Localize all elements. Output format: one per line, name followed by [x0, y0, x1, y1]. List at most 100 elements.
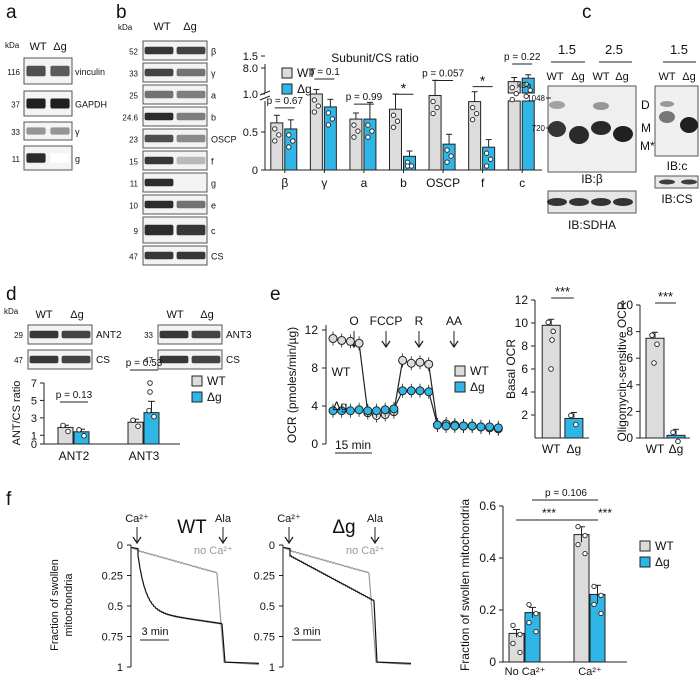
b-band-dg-9-band	[176, 251, 206, 260]
a-mw-2: 33	[11, 128, 20, 137]
c-sdha-band-3	[613, 198, 633, 206]
d-protein-0: ANT2	[96, 330, 122, 341]
e-point-Δg-3	[354, 405, 364, 415]
d-blot-frame-0	[27, 324, 93, 345]
b-band-dg-8-band	[176, 224, 206, 236]
f-point-WT-0-2	[510, 640, 516, 647]
b-protein-7: e	[211, 201, 216, 211]
b-pvalue-3: *	[401, 80, 407, 96]
b-point-Δg-2-2	[365, 134, 371, 140]
b-point-Δg-5-2	[483, 163, 490, 169]
f-dg-marker-ca-arrow-head	[284, 536, 294, 545]
e-oligo-point-1-0	[670, 429, 676, 436]
f-dg-y-tick-label-2: 0.5	[260, 601, 275, 613]
d-y-tick-label-1: 1	[31, 430, 37, 442]
c-group-1: 1.5	[558, 42, 576, 57]
f-dg-scalebar-label: 3 min	[294, 626, 321, 638]
d-mw-2: 33	[144, 331, 153, 340]
c-group-2: 2.5	[605, 42, 623, 57]
e-point-Δg-14	[450, 421, 460, 431]
b-point-Δg-3-2	[404, 163, 411, 169]
b-protein-4: OSCP	[211, 135, 237, 145]
a-band-wt-3-band	[26, 153, 46, 163]
e-basal-y-tick-label-3: 8	[521, 339, 528, 353]
a-mw-0: 116	[7, 68, 20, 77]
f-bar-legend-label-1: Δg	[655, 555, 670, 569]
c-smear-1b	[549, 101, 565, 109]
b-pvalue-4: p = 0.057	[422, 69, 464, 80]
b-band-dg-2-band	[176, 90, 206, 99]
d-band-wt-2	[159, 330, 189, 339]
a-band-wt-1	[26, 98, 46, 109]
e-oligo-y-tick-label-2: 4	[626, 378, 633, 392]
e-scalebar-label: 15 min	[335, 438, 371, 452]
a-band-dg-3-band	[50, 153, 70, 163]
f-point-WT-1-1	[582, 532, 588, 539]
b-point-WT-0-0	[272, 126, 278, 132]
a-band-dg-2-band	[50, 127, 70, 135]
b-point-Δg-4-0	[444, 147, 450, 153]
c-lane-4: WT	[658, 71, 675, 83]
f-point-WT-1-3	[582, 550, 588, 557]
e-point-Δg-5	[372, 406, 381, 416]
e-point-Δg-8	[398, 386, 408, 396]
b-point-WT-5-1	[473, 110, 480, 117]
d-band-dg-3-band	[191, 355, 221, 364]
d-pvalue-0: p = 0.13	[56, 390, 93, 401]
d-band-dg-2	[191, 330, 221, 339]
f-bar-pvalue-2: p = 0.106	[545, 488, 587, 499]
e-oligo-y-tick-label-0: 0	[626, 431, 633, 445]
d-band-wt-0	[29, 330, 59, 339]
e-basal-y-tick-label-4: 10	[515, 316, 529, 330]
b-band-dg-0-band	[176, 46, 206, 55]
e-basal-x-label-1: Δg	[567, 442, 582, 456]
d-protein-3: CS	[226, 355, 240, 366]
d-band-dg-0	[61, 330, 91, 339]
c-sdha-band-1	[569, 198, 589, 206]
c-ib-beta: IB:β	[581, 172, 603, 186]
f-wt-trace-label: no Ca²⁺	[194, 545, 233, 557]
b-protein-1: γ	[211, 69, 216, 79]
a-band-dg-1-band	[50, 98, 70, 109]
e-injection-label-1: FCCP	[370, 314, 403, 328]
b-mw-4: 23	[129, 136, 138, 145]
c-smear-5	[659, 111, 675, 123]
d-legend-swatch-1	[191, 391, 203, 403]
b-band-dg-7-band	[176, 200, 206, 209]
f-wt-y-label-1: Fraction of swollen	[49, 559, 61, 651]
f-dg-trace-ca	[282, 546, 412, 664]
b-legend-label-1: Δg	[297, 82, 312, 96]
a-band-wt-1-band	[26, 98, 46, 109]
b-x-label-4: OSCP	[426, 176, 460, 190]
b-pvalue-2: p = 0.99	[346, 92, 383, 103]
a-protein-2: γ	[75, 127, 80, 137]
d-y-tick-label-3: 5	[31, 395, 37, 407]
f-wt-trace-noca	[130, 546, 260, 666]
e-injection-label-3: AA	[446, 314, 462, 328]
b-point-WT-2-1	[355, 128, 361, 134]
b-point-WT-1-2	[311, 109, 318, 115]
f-dg-y-tick-label-3: 0.75	[254, 632, 275, 644]
b-band-dg-9	[176, 251, 206, 260]
b-point-WT-0-1	[276, 132, 282, 138]
f-wt-y-tick-label-4: 1	[117, 662, 123, 674]
e-point-WT-1	[337, 335, 347, 345]
e-oligo-point-0-2	[651, 360, 657, 366]
d-lane-dg-1: Δg	[70, 309, 83, 321]
b-mw-0: 52	[129, 48, 138, 57]
e-point-Δg-12	[432, 420, 442, 430]
b-point-WT-4-1	[434, 104, 440, 111]
d-band-wt-0-band	[29, 330, 59, 339]
e-y-tick-label-1: 4	[311, 399, 318, 413]
d-protein-2: ANT3	[226, 330, 252, 341]
b-band-wt-9-band	[144, 251, 174, 260]
f-dg-y-tick-label-4: 1	[269, 662, 275, 674]
d-y-tick-label-0: 0	[31, 439, 37, 451]
a-band-dg-0-band	[50, 65, 70, 77]
e-point-WT-3	[354, 338, 364, 348]
c-band-D: D	[641, 98, 650, 112]
e-point-Δg-6	[380, 405, 390, 415]
e-injection-arrow-3-head	[449, 340, 459, 349]
f-wt-y-tick-label-2: 0.5	[108, 601, 123, 613]
e-point-WT-2	[345, 336, 355, 346]
